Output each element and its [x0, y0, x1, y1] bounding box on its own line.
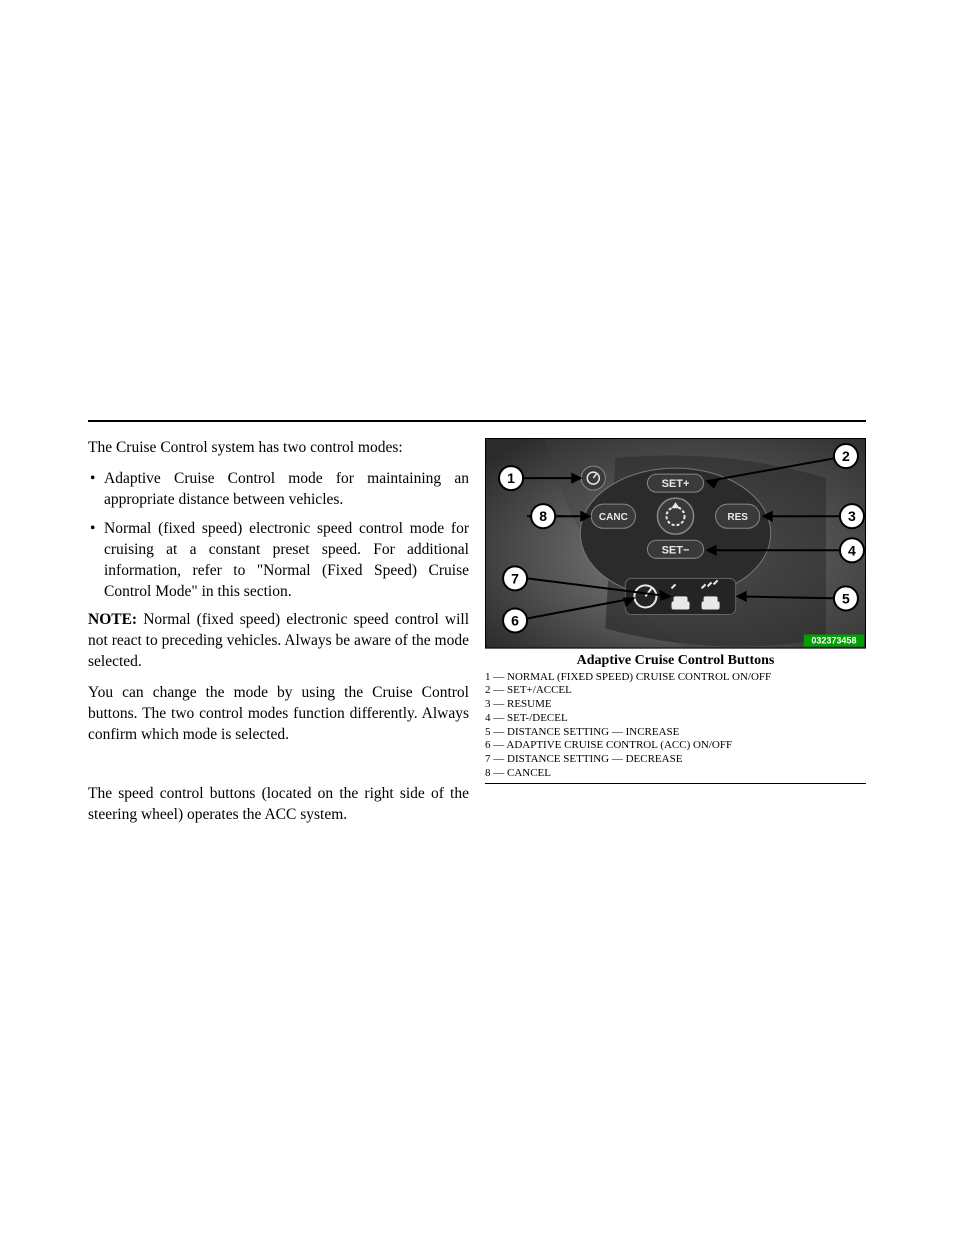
svg-text:SET+: SET+ [662, 478, 690, 490]
legend-8: 8 — CANCEL [485, 767, 866, 781]
svg-text:SET−: SET− [662, 544, 690, 556]
page-content: The Cruise Control system has two contro… [88, 420, 866, 836]
svg-text:1: 1 [507, 470, 515, 486]
svg-text:CANC: CANC [599, 512, 628, 523]
note-body: Normal (fixed speed) electronic speed co… [88, 611, 469, 670]
svg-text:RES: RES [727, 512, 748, 523]
right-column: SET+ SET− CANC RES [485, 438, 866, 836]
svg-text:4: 4 [848, 542, 856, 558]
columns: The Cruise Control system has two contro… [88, 438, 866, 836]
acc-buttons-figure: SET+ SET− CANC RES [485, 438, 866, 649]
legend-1: 1 — NORMAL (FIXED SPEED) CRUISE CONTROL … [485, 671, 866, 685]
intro-text: The Cruise Control system has two contro… [88, 438, 469, 459]
legend-7: 7 — DISTANCE SETTING — DECREASE [485, 753, 866, 767]
top-divider [88, 420, 866, 422]
bullet-adaptive: Adaptive Cruise Control mode for maintai… [88, 469, 469, 511]
svg-text:7: 7 [511, 570, 519, 586]
left-column: The Cruise Control system has two contro… [88, 438, 469, 836]
bullet-normal: Normal (fixed speed) electronic speed co… [88, 519, 469, 603]
svg-text:6: 6 [511, 612, 519, 628]
note-para: NOTE: Normal (fixed speed) electronic sp… [88, 610, 469, 673]
mode-list: Adaptive Cruise Control mode for maintai… [88, 469, 469, 603]
svg-text:5: 5 [842, 590, 850, 606]
legend-5: 5 — DISTANCE SETTING — INCREASE [485, 726, 866, 740]
svg-text:032373458: 032373458 [811, 636, 856, 646]
legend-6: 6 — ADAPTIVE CRUISE CONTROL (ACC) ON/OFF [485, 739, 866, 753]
svg-text:2: 2 [842, 448, 850, 464]
change-mode-para: You can change the mode by using the Cru… [88, 683, 469, 746]
figure-caption: Adaptive Cruise Control Buttons [485, 653, 866, 669]
figure-legend: 1 — NORMAL (FIXED SPEED) CRUISE CONTROL … [485, 671, 866, 784]
legend-3: 3 — RESUME [485, 698, 866, 712]
legend-4: 4 — SET-/DECEL [485, 712, 866, 726]
note-label: NOTE: [88, 611, 137, 628]
legend-2: 2 — SET+/ACCEL [485, 684, 866, 698]
svg-text:8: 8 [539, 508, 547, 524]
buttons-location-para: The speed control buttons (located on th… [88, 784, 469, 826]
figure-box: SET+ SET− CANC RES [485, 438, 866, 784]
svg-text:3: 3 [848, 508, 856, 524]
